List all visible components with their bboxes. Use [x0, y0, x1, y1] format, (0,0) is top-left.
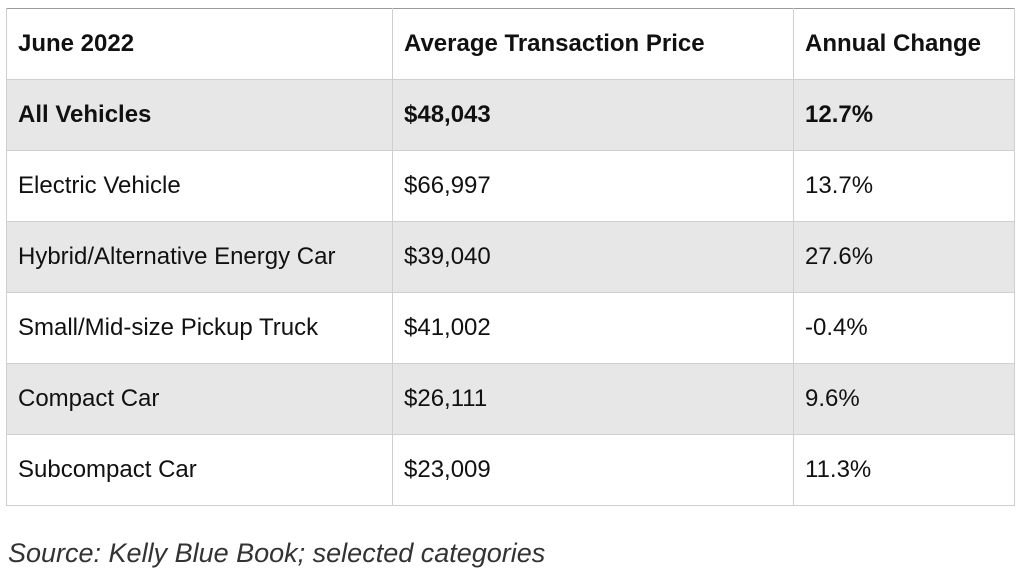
category-cell: Compact Car: [6, 363, 393, 435]
table-body: All Vehicles $48,043 12.7% Electric Vehicle…: [6, 79, 1015, 506]
table-row: Hybrid/Alternative Energy Car $39,040 27.6…: [6, 221, 1015, 293]
change-cell: 27.6%: [793, 221, 1015, 293]
change-cell: 11.3%: [793, 434, 1015, 506]
table-row: All Vehicles $48,043 12.7%: [6, 79, 1015, 151]
price-cell: $48,043: [392, 79, 794, 151]
price-cell: $41,002: [392, 292, 794, 364]
price-table: June 2022 Average Transaction Price Annu…: [6, 8, 1015, 506]
table-row: Compact Car $26,111 9.6%: [6, 363, 1015, 435]
table-row: Small/Mid-size Pickup Truck $41,002 -0.4%: [6, 292, 1015, 364]
column-header-category: June 2022: [6, 8, 393, 80]
table-row: Electric Vehicle $66,997 13.7%: [6, 150, 1015, 222]
column-header-change: Annual Change: [793, 8, 1015, 80]
category-cell: Small/Mid-size Pickup Truck: [6, 292, 393, 364]
price-cell: $66,997: [392, 150, 794, 222]
change-cell: 9.6%: [793, 363, 1015, 435]
price-cell: $26,111: [392, 363, 794, 435]
price-table-container: June 2022 Average Transaction Price Annu…: [6, 8, 1015, 506]
category-cell: Electric Vehicle: [6, 150, 393, 222]
change-cell: -0.4%: [793, 292, 1015, 364]
change-cell: 12.7%: [793, 79, 1015, 151]
column-header-price: Average Transaction Price: [392, 8, 794, 80]
category-cell: All Vehicles: [6, 79, 393, 151]
category-cell: Subcompact Car: [6, 434, 393, 506]
change-cell: 13.7%: [793, 150, 1015, 222]
price-cell: $23,009: [392, 434, 794, 506]
category-cell: Hybrid/Alternative Energy Car: [6, 221, 393, 293]
price-cell: $39,040: [392, 221, 794, 293]
table-row: Subcompact Car $23,009 11.3%: [6, 434, 1015, 506]
source-note: Source: Kelly Blue Book; selected catego…: [8, 538, 546, 568]
table-header-row: June 2022 Average Transaction Price Annu…: [6, 8, 1015, 80]
